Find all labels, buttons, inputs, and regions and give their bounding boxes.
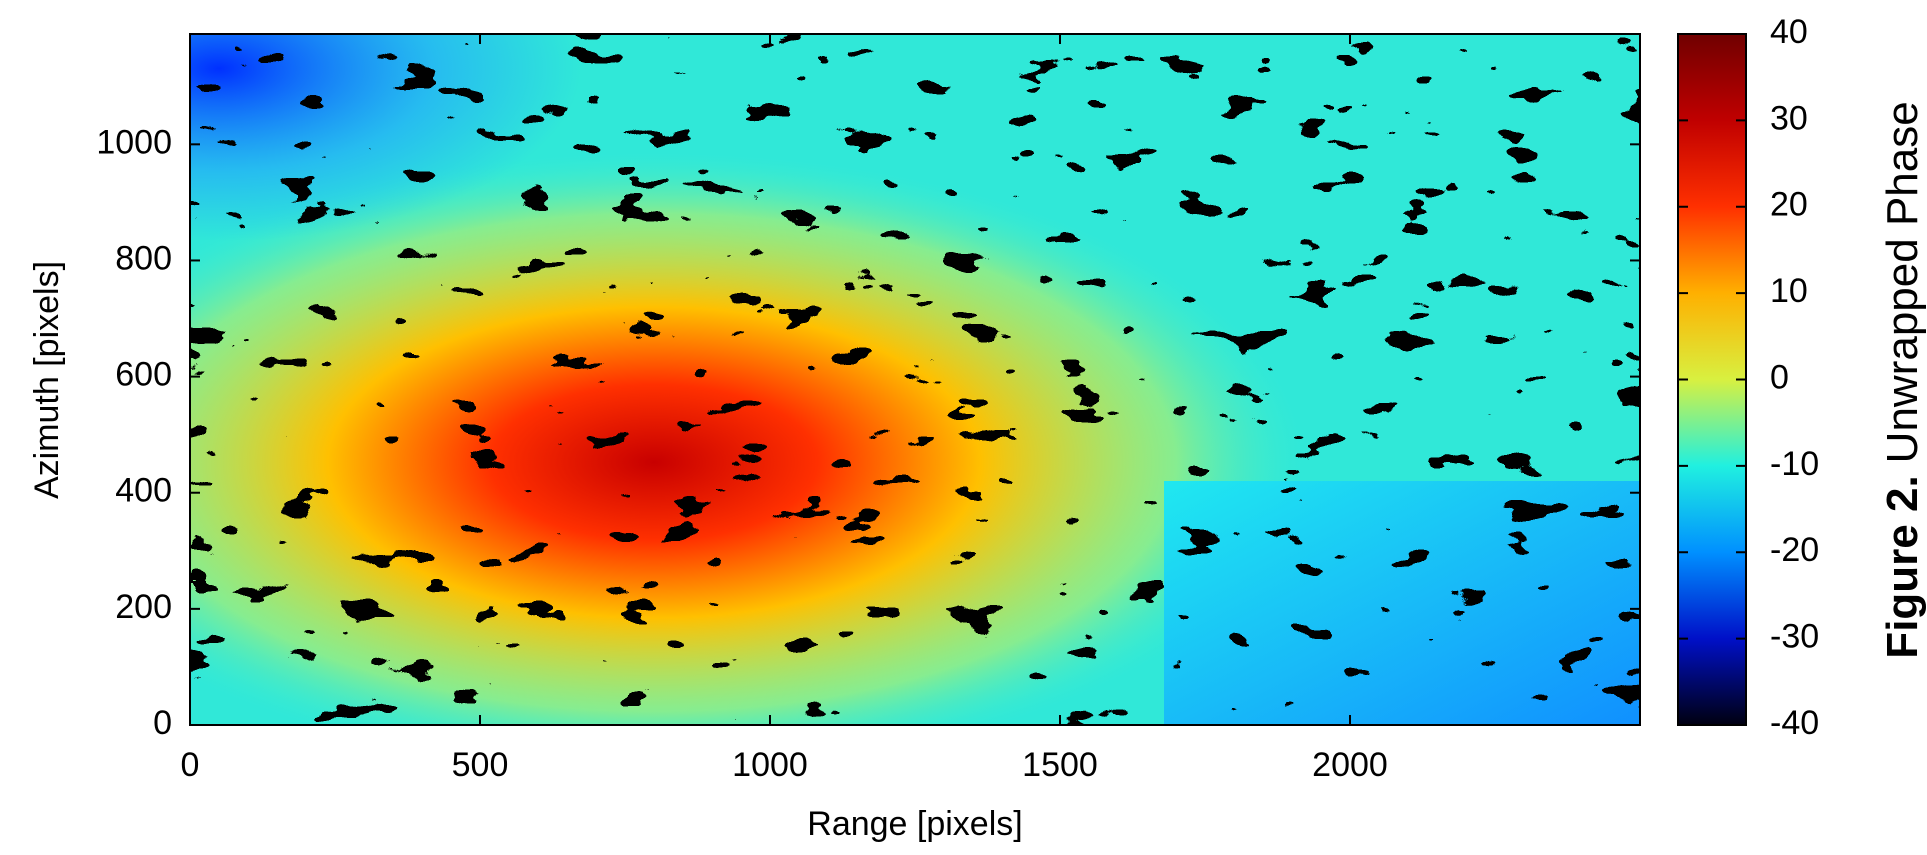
chart: Range [pixels] Azimuth [pixels] Figure 2… bbox=[0, 0, 1927, 855]
caption: Figure 2. Unwrapped Phase bbox=[1878, 101, 1927, 658]
colorbar-tick-label: -10 bbox=[1770, 445, 1819, 483]
figure-label: Figure 2. bbox=[1878, 475, 1927, 658]
colorbar-tick-label: 30 bbox=[1770, 99, 1808, 137]
colorbar-tick-label: 0 bbox=[1770, 358, 1789, 396]
y-tick-label: 200 bbox=[115, 588, 172, 626]
colorbar-tick-label: 20 bbox=[1770, 186, 1808, 224]
colorbar-tick-label: 40 bbox=[1770, 13, 1808, 51]
y-axis-label: Azimuth [pixels] bbox=[28, 261, 66, 499]
phase-image bbox=[190, 34, 1640, 725]
y-tick-label: 400 bbox=[115, 472, 172, 510]
colorbar-tick-label: 10 bbox=[1770, 272, 1808, 310]
x-tick-label: 500 bbox=[452, 746, 509, 784]
x-tick-label: 1500 bbox=[1022, 746, 1098, 784]
colorbar-label: Unwrapped Phase bbox=[1878, 101, 1927, 463]
x-tick-label: 1000 bbox=[732, 746, 808, 784]
y-tick-label: 0 bbox=[153, 704, 172, 742]
x-axis-label: Range [pixels] bbox=[807, 805, 1022, 843]
colorbar-tick-label: -40 bbox=[1770, 704, 1819, 742]
colorbar-tick-label: -20 bbox=[1770, 531, 1819, 569]
x-tick-label: 0 bbox=[181, 746, 200, 784]
colorbar-fill bbox=[1678, 34, 1746, 725]
x-tick-label: 2000 bbox=[1312, 746, 1388, 784]
y-tick-label: 800 bbox=[115, 239, 172, 277]
y-tick-label: 1000 bbox=[96, 123, 172, 161]
colorbar bbox=[1678, 34, 1746, 725]
y-tick-label: 600 bbox=[115, 356, 172, 394]
colorbar-tick-label: -30 bbox=[1770, 618, 1819, 656]
